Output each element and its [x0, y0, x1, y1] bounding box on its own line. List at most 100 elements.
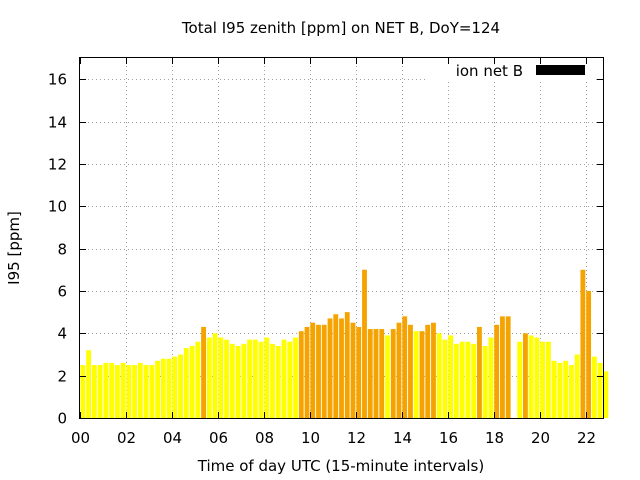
- bar: [172, 356, 178, 418]
- bar: [160, 358, 166, 418]
- plot-frame: [79, 57, 604, 419]
- bar: [477, 326, 482, 418]
- y-tick-label: 14: [48, 114, 67, 132]
- legend-label: ion net B: [456, 62, 523, 80]
- bar: [241, 343, 247, 418]
- bar: [120, 362, 126, 418]
- x-tick-label: 18: [485, 429, 504, 447]
- bar: [287, 341, 293, 418]
- bar: [316, 324, 321, 418]
- bar: [540, 341, 546, 418]
- x-tick-label: 00: [71, 429, 90, 447]
- bar: [505, 316, 511, 418]
- bar: [534, 337, 540, 418]
- y-axis-label: I95 [ppm]: [5, 211, 23, 285]
- bar: [304, 326, 310, 418]
- bar: [258, 341, 264, 418]
- bar: [350, 322, 356, 418]
- y-tick-label: 6: [57, 283, 67, 301]
- bar: [494, 324, 500, 418]
- x-tick-label: 12: [347, 429, 366, 447]
- bar: [91, 365, 97, 418]
- bar: [109, 362, 115, 418]
- bar: [367, 329, 373, 418]
- x-tick-label: 04: [163, 429, 182, 447]
- bar: [155, 360, 160, 418]
- bar: [270, 343, 275, 418]
- x-axis-label: Time of day UTC (15-minute intervals): [197, 457, 484, 475]
- bar: [103, 362, 109, 418]
- x-tick-label: 10: [301, 429, 320, 447]
- bar: [339, 318, 344, 418]
- bar: [281, 339, 287, 418]
- bar: [545, 341, 551, 418]
- y-tick-label: 16: [48, 71, 67, 89]
- bar: [396, 322, 402, 418]
- bars: [80, 269, 609, 418]
- bar: [586, 290, 592, 418]
- bar: [195, 341, 201, 418]
- x-tick-label: 16: [439, 429, 458, 447]
- bar: [454, 343, 459, 418]
- bar: [471, 343, 477, 418]
- bar: [149, 365, 155, 418]
- bar: [413, 331, 419, 418]
- bar: [431, 322, 436, 418]
- bar: [425, 324, 431, 418]
- x-tick-label: 14: [393, 429, 412, 447]
- bar: [557, 362, 563, 418]
- bar: [603, 371, 609, 418]
- x-tick-label: 08: [255, 429, 274, 447]
- bar: [591, 356, 597, 418]
- bar: [408, 324, 413, 418]
- bar: [132, 365, 138, 418]
- bar: [436, 333, 442, 418]
- bar: [482, 346, 488, 418]
- bar: [310, 322, 316, 418]
- bar: [333, 314, 339, 418]
- bar: [143, 365, 149, 418]
- bar: [183, 348, 189, 418]
- bar: [459, 341, 465, 418]
- bar: [97, 365, 103, 418]
- bar: [212, 333, 218, 418]
- bar: [373, 329, 379, 418]
- bar: [379, 329, 385, 418]
- bar: [206, 337, 212, 418]
- bar: [362, 269, 367, 418]
- legend: ion net B: [428, 58, 594, 80]
- x-tick-label: 22: [577, 429, 596, 447]
- bar: [517, 341, 523, 418]
- bar: [189, 346, 195, 418]
- bar: [178, 354, 183, 418]
- bar: [580, 269, 586, 418]
- chart-title: Total I95 zenith [ppm] on NET B, DoY=124: [181, 19, 500, 37]
- bar: [528, 335, 534, 418]
- bar: [419, 331, 425, 418]
- bar: [201, 326, 206, 418]
- bar: [563, 360, 569, 418]
- bar: [235, 346, 241, 418]
- bar: [344, 312, 350, 418]
- legend-swatch: [536, 65, 585, 75]
- bar: [442, 339, 448, 418]
- y-tick-label: 4: [57, 325, 67, 343]
- x-tick-label: 06: [209, 429, 228, 447]
- bar: [523, 333, 528, 418]
- bar: [298, 331, 304, 418]
- bar: [126, 365, 132, 418]
- bar: [465, 341, 471, 418]
- bar: [356, 326, 362, 418]
- bar: [275, 346, 281, 418]
- bar: [264, 337, 270, 418]
- y-tick-label: 2: [57, 368, 67, 386]
- bar: [390, 329, 396, 418]
- bar: [252, 339, 258, 418]
- x-tick-label: 20: [531, 429, 550, 447]
- bar: [166, 358, 172, 418]
- bar: [385, 335, 390, 418]
- bar: [229, 343, 235, 418]
- bar: [247, 339, 252, 418]
- y-tick-label: 10: [48, 198, 67, 216]
